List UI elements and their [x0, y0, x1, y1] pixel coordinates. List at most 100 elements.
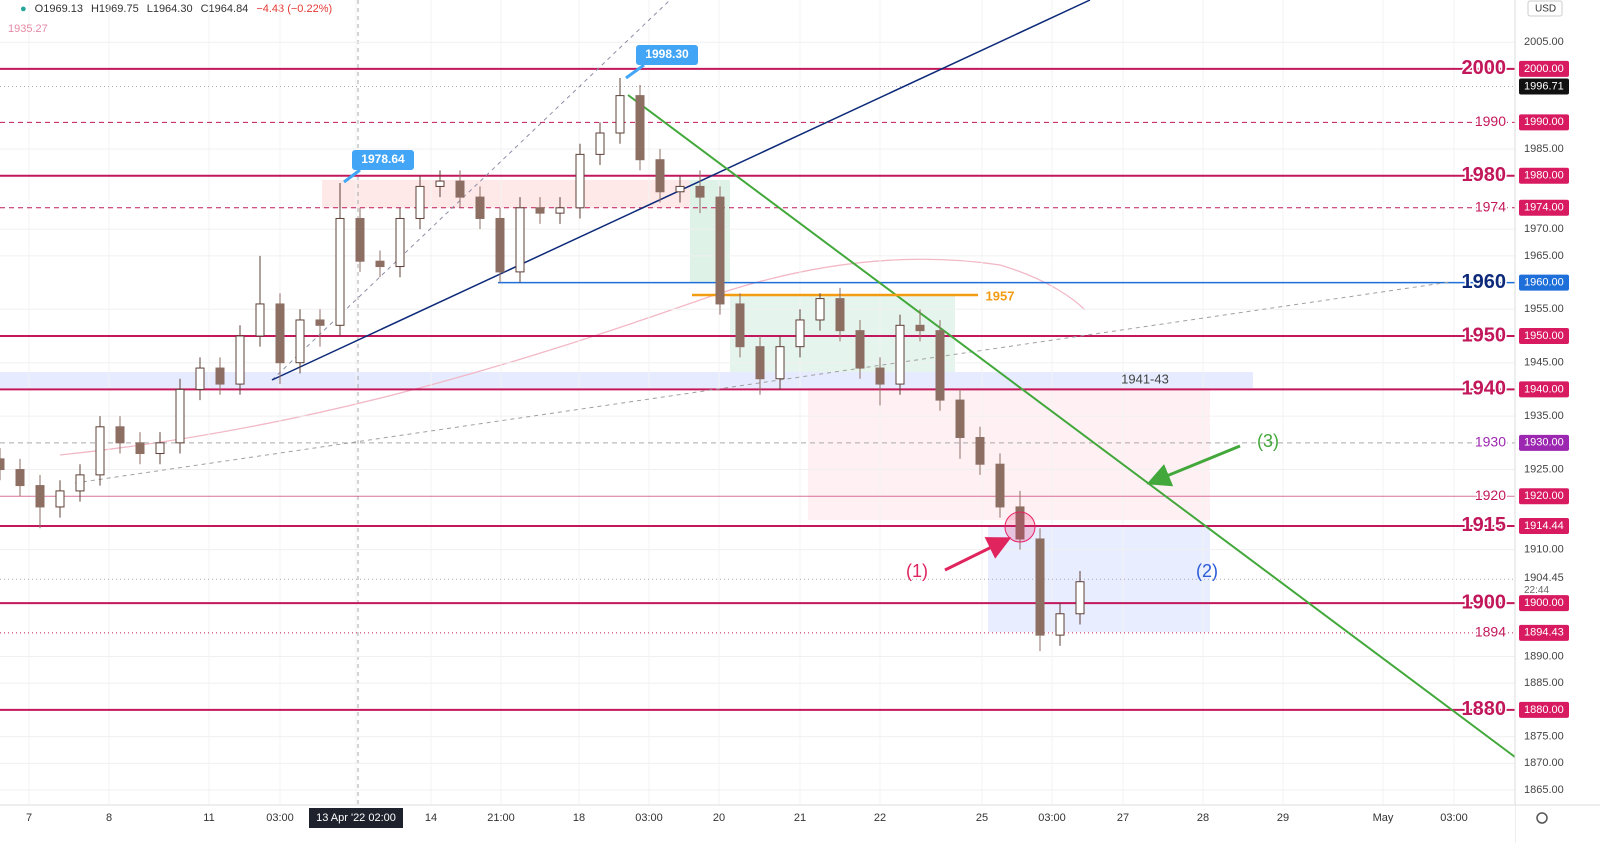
price-label-bg — [1519, 517, 1569, 534]
candle-body — [175, 388, 185, 444]
price-label: 1894.43 — [1524, 627, 1564, 639]
price-label-bg — [1519, 701, 1569, 718]
arrow — [944, 537, 1012, 572]
countdown: 22:44 — [1524, 585, 1549, 596]
candle-body — [835, 298, 845, 332]
y-tick-label: 1985.00 — [1524, 143, 1564, 155]
header: ● O1969.13 H1969.75 L1964.30 C1964.84 −4.43 (… — [20, 3, 332, 15]
price-label-bg — [1519, 199, 1569, 216]
candle-body — [915, 324, 925, 332]
candle-body — [295, 319, 305, 364]
zone — [322, 180, 690, 208]
candle-body — [895, 324, 905, 385]
candle-body — [475, 196, 485, 219]
candle-body — [755, 346, 765, 380]
candle-body — [735, 303, 745, 348]
x-tick-label: 18 — [573, 812, 585, 824]
x-tick-label: 7 — [26, 812, 32, 824]
price-axis — [1515, 0, 1600, 805]
currency: USD — [1535, 4, 1556, 15]
zone — [988, 525, 1210, 632]
currency-box[interactable] — [1527, 0, 1563, 17]
callout-text: 1978.64 — [361, 152, 405, 166]
candle-body — [275, 303, 285, 364]
level-text: 1900 — [1462, 591, 1507, 613]
candle-body — [235, 335, 245, 385]
price-label: 1880.00 — [1524, 704, 1564, 716]
y-tick-label: 2005.00 — [1524, 36, 1564, 48]
candle-body — [715, 196, 725, 305]
zone — [0, 372, 1253, 388]
candle-body — [695, 185, 705, 198]
candle-body — [455, 180, 465, 198]
header-value: O1969.13 — [35, 3, 83, 15]
price-label: 1920.00 — [1524, 490, 1564, 502]
y-tick-label: 1955.00 — [1524, 303, 1564, 315]
zones — [0, 0, 1253, 805]
price-label-bg — [1519, 624, 1569, 641]
level-text: 1930 — [1475, 434, 1506, 450]
level-text: 1960 — [1462, 271, 1507, 293]
settings-icon[interactable] — [1536, 812, 1548, 824]
price-label-bg — [1519, 274, 1569, 291]
price-label: 2000.00 — [1524, 63, 1564, 75]
candle-body — [535, 207, 545, 214]
price-label-bg — [1519, 434, 1569, 451]
candle-body — [315, 319, 325, 326]
candle-body — [435, 180, 445, 187]
price-label-bg — [1519, 381, 1569, 398]
candle-body — [135, 442, 145, 455]
price-label: 1960.00 — [1524, 276, 1564, 288]
candle-body — [215, 367, 225, 385]
x-tick-label: 20 — [713, 812, 725, 824]
x-tick-label: 14 — [425, 812, 437, 824]
annotation: 1941-43 — [1121, 371, 1169, 386]
candle-body — [115, 426, 125, 444]
level-text: 1894 — [1475, 624, 1506, 640]
x-tick-label: 13 Apr '22 02:00 — [316, 812, 396, 824]
price-label-bg — [1519, 488, 1569, 505]
candle-body — [675, 185, 685, 193]
candle-body — [35, 485, 45, 508]
candle-body — [995, 463, 1005, 508]
x-tick-label: 03:00 — [266, 812, 294, 824]
price-label-bg — [1519, 114, 1569, 131]
price-label: 1950.00 — [1524, 330, 1564, 342]
candle-body — [635, 95, 645, 161]
candle-body — [15, 469, 25, 487]
candle-body — [1075, 581, 1085, 615]
level-text: 1990 — [1475, 113, 1506, 129]
header-value: L1964.30 — [147, 3, 193, 15]
candle-body — [375, 260, 385, 268]
y-tick-label: 1865.00 — [1524, 784, 1564, 796]
annotation: (1) — [906, 561, 928, 581]
price-label-bg — [1519, 595, 1569, 612]
level-text: 1880 — [1462, 698, 1507, 720]
level-text: 1920 — [1475, 487, 1506, 503]
candle-body — [575, 153, 585, 209]
x-tick-label: 11 — [203, 812, 214, 824]
y-tick-label: 1870.00 — [1524, 757, 1564, 769]
y-tick-label: 1875.00 — [1524, 731, 1564, 743]
candle-body — [395, 217, 405, 268]
candle-body — [55, 490, 65, 508]
candle-body — [615, 95, 625, 134]
annotation: (2) — [1196, 561, 1218, 581]
y-tick-label: 1890.00 — [1524, 650, 1564, 662]
header-value: −4.43 (−0.22%) — [256, 3, 332, 15]
price-label: 1904.45 — [1524, 572, 1564, 584]
candle-body — [975, 436, 985, 465]
x-tick-label: 28 — [1197, 812, 1209, 824]
candle-body — [415, 185, 425, 219]
level-text: 1974 — [1475, 198, 1506, 214]
x-tick-label: 29 — [1277, 812, 1289, 824]
price-label: 1974.00 — [1524, 202, 1564, 214]
price-label: 1930.00 — [1524, 437, 1564, 449]
arrow — [1146, 444, 1241, 487]
y-tick-label: 1970.00 — [1524, 223, 1564, 235]
x-tick-label: May — [1373, 812, 1394, 824]
y-tick-label: 1965.00 — [1524, 250, 1564, 262]
x-tick-label: 03:00 — [1440, 812, 1468, 824]
candle-body — [355, 217, 365, 262]
candle-body — [335, 217, 345, 326]
